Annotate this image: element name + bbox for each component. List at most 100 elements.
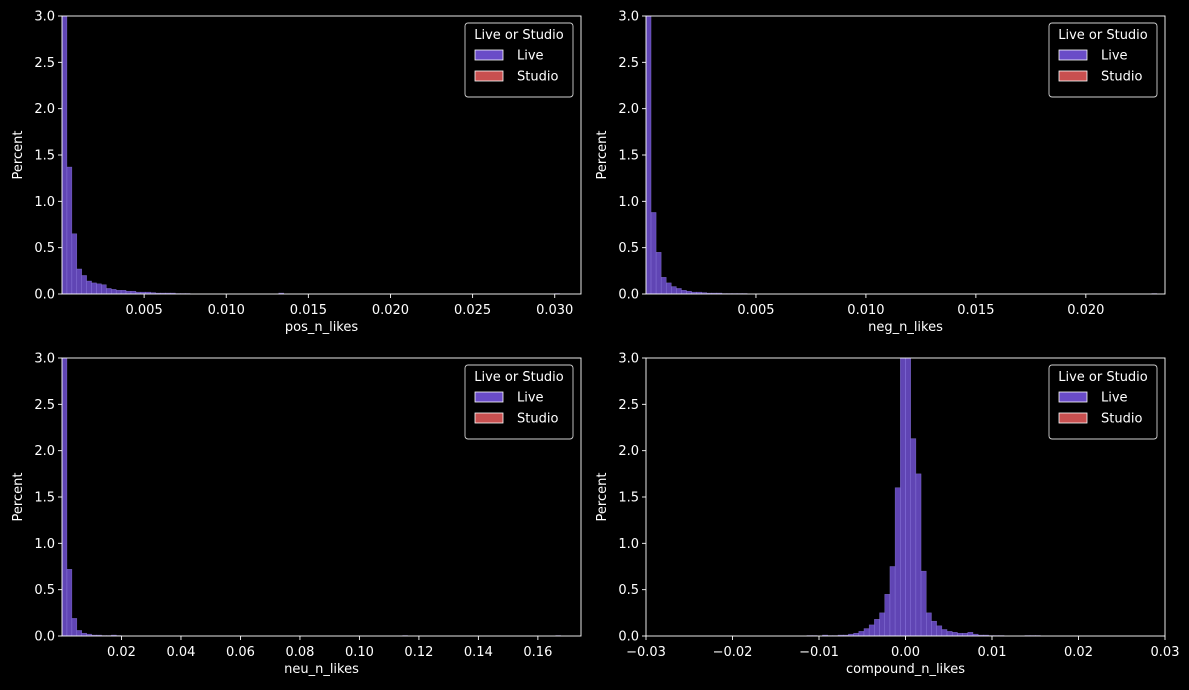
legend: Live or Studio Live Studio	[464, 364, 574, 440]
histogram-bar	[941, 629, 948, 636]
y-tick-label: 2.0	[34, 102, 55, 117]
x-tick-label: 0.02	[107, 645, 136, 660]
x-tick-label: 0.010	[208, 303, 245, 318]
chart-panel-1: 0.0 0.5 1.0 1.5 2.0 2.5 3.0 0.005 0.010 0.015 0.02…	[11, 10, 582, 335]
chart-panel-3: 0.0 0.5 1.0 1.5 2.0 2.5 3.0 0.02 0.04 0.06 0.08 0.1…	[11, 352, 582, 677]
histogram-bar	[879, 612, 885, 636]
bars-group	[806, 358, 1041, 636]
x-axis-label: pos_n_likes	[285, 320, 359, 335]
histogram-bar	[91, 282, 97, 294]
histogram-bar	[115, 290, 122, 294]
legend-swatch-live	[1058, 49, 1088, 61]
x-tick-label: 0.12	[404, 645, 433, 660]
y-tick-label: 3.0	[618, 10, 639, 25]
y-tick-label: 0.0	[34, 630, 55, 645]
y-tick-label: 0.5	[618, 583, 639, 598]
x-tick-label: 0.08	[285, 645, 314, 660]
legend-label-studio: Studio	[1101, 70, 1142, 85]
y-tick-label: 1.0	[34, 537, 55, 552]
histogram-bar	[665, 282, 672, 294]
histogram-bar	[946, 631, 953, 636]
x-tick-label: −0.03	[626, 645, 666, 660]
y-tick-label: 2.0	[34, 444, 55, 459]
x-tick-label: 0.015	[957, 303, 994, 318]
histogram-bar	[66, 166, 73, 294]
x-axis-label: neg_n_likes	[868, 320, 943, 335]
histogram-bar	[894, 487, 901, 636]
histogram-bar	[655, 252, 662, 294]
x-tick-label: 0.00	[891, 645, 920, 660]
x-tick-label: 0.020	[1067, 303, 1104, 318]
histogram-bar	[910, 438, 917, 636]
y-tick-label: 2.5	[34, 398, 55, 413]
legend-title: Live or Studio	[474, 370, 564, 385]
y-tick-label: 1.5	[34, 149, 55, 164]
histogram-bar	[96, 283, 102, 294]
y-tick-label: 3.0	[34, 10, 55, 25]
y-tick-label: 0.0	[34, 288, 55, 303]
histogram-bar	[915, 473, 922, 636]
histogram-bar	[111, 289, 117, 294]
x-tick-label: 0.005	[126, 303, 163, 318]
histogram-bar	[676, 288, 682, 294]
x-tick-label: 0.16	[523, 645, 552, 660]
histogram-bar	[62, 358, 68, 636]
histogram-bar	[76, 268, 82, 294]
x-tick-label: 0.06	[226, 645, 255, 660]
x-tick-label: 0.14	[464, 645, 493, 660]
y-tick-label: 0.5	[618, 241, 639, 256]
histogram-bar	[884, 594, 891, 636]
histogram-bar	[86, 280, 92, 294]
histogram-bar	[920, 570, 927, 636]
x-tick-label: 0.02	[1064, 645, 1093, 660]
x-axis-label: compound_n_likes	[846, 662, 965, 677]
histogram-bar	[858, 631, 865, 636]
y-axis-label: Percent	[11, 131, 26, 180]
legend-swatch-live	[474, 391, 504, 403]
histogram-bar	[931, 620, 937, 636]
histogram-bar	[936, 625, 943, 636]
y-tick-label: 3.0	[618, 352, 639, 367]
legend-label-live: Live	[517, 49, 544, 64]
y-tick-label: 1.0	[618, 537, 639, 552]
histogram-bar	[926, 612, 932, 636]
histogram-bar	[62, 16, 68, 294]
histogram-bar	[76, 630, 82, 636]
histogram-bar	[101, 284, 107, 294]
x-tick-label: 0.015	[290, 303, 327, 318]
histogram-bar	[863, 628, 870, 636]
histogram-bar	[889, 566, 896, 636]
x-tick-label: 0.030	[536, 303, 573, 318]
histogram-bar	[646, 16, 652, 294]
legend-swatch-studio	[1058, 70, 1088, 82]
histogram-bar	[671, 286, 677, 294]
chart-panel-4: 0.0 0.5 1.0 1.5 2.0 2.5 3.0 −0.03 −0.02 −0.01 0.00…	[595, 352, 1179, 678]
legend-label-studio: Studio	[517, 412, 558, 427]
y-tick-label: 2.0	[618, 444, 639, 459]
bars-group	[646, 16, 1158, 294]
y-tick-label: 1.5	[34, 491, 55, 506]
x-tick-label: 0.005	[737, 303, 774, 318]
y-tick-label: 0.0	[618, 630, 639, 645]
histogram-bar	[874, 619, 880, 636]
x-axis-label: neu_n_likes	[284, 662, 359, 677]
legend-label-studio: Studio	[517, 70, 558, 85]
legend-title: Live or Studio	[474, 28, 564, 43]
y-tick-label: 1.5	[618, 491, 639, 506]
y-tick-label: 0.0	[618, 288, 639, 303]
legend-label-live: Live	[517, 391, 544, 406]
histogram-bar	[66, 569, 73, 636]
x-tick-label: 0.020	[372, 303, 409, 318]
histogram-bar	[71, 618, 78, 636]
legend-swatch-live	[474, 49, 504, 61]
y-axis-label: Percent	[595, 131, 610, 180]
histogram-bar	[967, 632, 974, 636]
x-tick-label: 0.04	[166, 645, 195, 660]
y-axis-label: Percent	[595, 473, 610, 522]
histogram-bar	[951, 632, 958, 636]
bars-group	[62, 16, 560, 294]
histogram-bar	[106, 288, 112, 294]
legend: Live or Studio Live Studio	[464, 22, 574, 98]
y-tick-label: 0.5	[34, 583, 55, 598]
